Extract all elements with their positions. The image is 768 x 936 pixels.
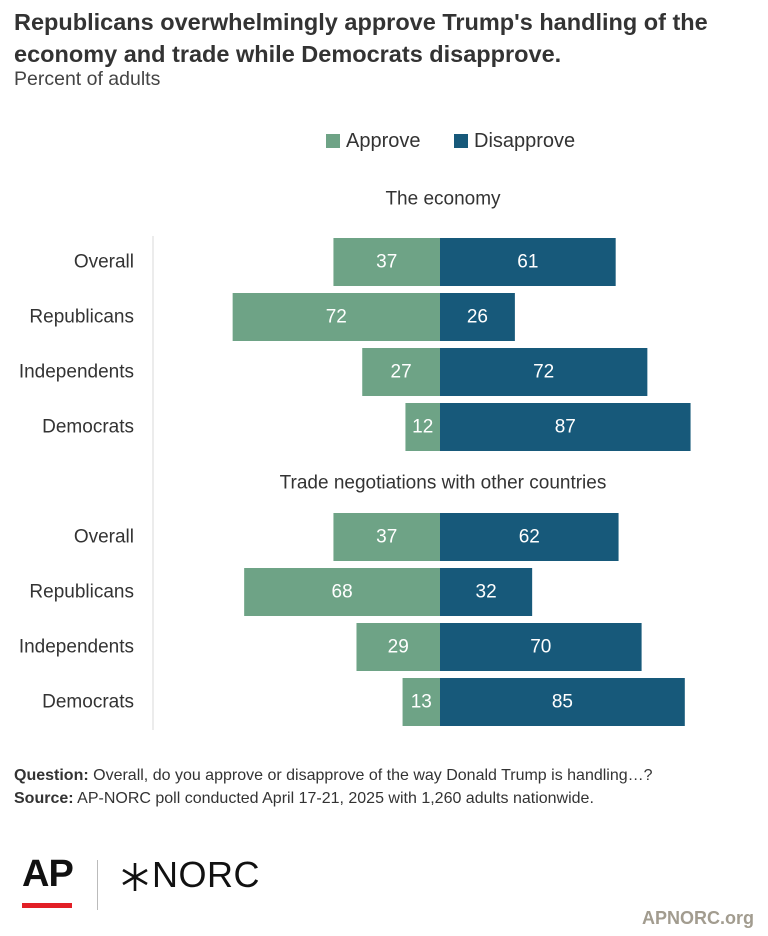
approve-value-label: 68 xyxy=(332,582,353,603)
legend-label-disapprove: Disapprove xyxy=(474,130,575,152)
panel-title: The economy xyxy=(385,189,501,210)
category-label: Republicans xyxy=(29,307,134,328)
disapprove-value-label: 87 xyxy=(555,417,576,438)
disapprove-value-label: 26 xyxy=(467,307,488,328)
approve-value-label: 37 xyxy=(376,252,397,273)
disapprove-bar xyxy=(440,568,533,616)
approve-value-label: 29 xyxy=(388,637,409,658)
approve-value-label: 72 xyxy=(326,307,347,328)
source-label: Source: xyxy=(14,790,74,807)
approve-bar xyxy=(405,403,440,451)
ap-logo-underline xyxy=(22,903,72,908)
disapprove-bar xyxy=(440,348,648,396)
ap-logo: AP xyxy=(22,853,74,895)
approve-bar xyxy=(356,623,440,671)
question-text: Overall, do you approve or disapprove of… xyxy=(93,767,653,784)
approve-value-label: 13 xyxy=(411,692,432,713)
category-label: Democrats xyxy=(42,692,134,713)
approve-bar xyxy=(244,568,440,616)
category-label: Republicans xyxy=(29,582,134,603)
legend-swatch-approve xyxy=(326,134,340,148)
disapprove-bar xyxy=(440,238,616,286)
diverging-bar-chart: Approve Disapprove The economy Overall 37 61 R… xyxy=(19,130,691,730)
approve-value-label: 27 xyxy=(391,362,412,383)
panel-title: Trade negotiations with other countries xyxy=(280,473,607,494)
disapprove-bar xyxy=(440,623,642,671)
approve-bar xyxy=(362,348,440,396)
chart-title: Republicans overwhelmingly approve Trump… xyxy=(14,9,708,67)
question-line: Question: Overall, do you approve or dis… xyxy=(14,764,653,787)
norc-star-icon xyxy=(122,863,148,891)
approve-bar xyxy=(402,678,440,726)
approve-value-label: 12 xyxy=(412,417,433,438)
norc-logo: NORC xyxy=(152,854,260,895)
disapprove-value-label: 62 xyxy=(519,527,540,548)
category-label: Overall xyxy=(74,252,134,273)
legend-label-approve: Approve xyxy=(346,130,421,152)
disapprove-value-label: 85 xyxy=(552,692,573,713)
disapprove-value-label: 61 xyxy=(517,252,538,273)
disapprove-bar xyxy=(440,513,619,561)
approve-bar xyxy=(333,238,440,286)
logo-divider xyxy=(97,860,98,910)
disapprove-bar xyxy=(440,293,515,341)
category-label: Overall xyxy=(74,527,134,548)
disapprove-value-label: 72 xyxy=(533,362,554,383)
disapprove-bar xyxy=(440,403,691,451)
chart-subtitle: Percent of adults xyxy=(14,68,161,90)
approve-bar xyxy=(232,293,440,341)
category-label: Independents xyxy=(19,637,134,658)
disapprove-value-label: 32 xyxy=(476,582,497,603)
category-label: Independents xyxy=(19,362,134,383)
approve-value-label: 37 xyxy=(376,527,397,548)
disapprove-bar xyxy=(440,678,685,726)
disapprove-value-label: 70 xyxy=(530,637,551,658)
question-label: Question: xyxy=(14,767,89,784)
category-label: Democrats xyxy=(42,417,134,438)
site-url: APNORC.org xyxy=(642,908,754,928)
source-text: AP-NORC poll conducted April 17-21, 2025… xyxy=(77,790,594,807)
chart-footer: Question: Overall, do you approve or dis… xyxy=(14,764,653,810)
legend-swatch-disapprove xyxy=(454,134,468,148)
source-line: Source: AP-NORC poll conducted April 17-… xyxy=(14,787,653,810)
approve-bar xyxy=(333,513,440,561)
